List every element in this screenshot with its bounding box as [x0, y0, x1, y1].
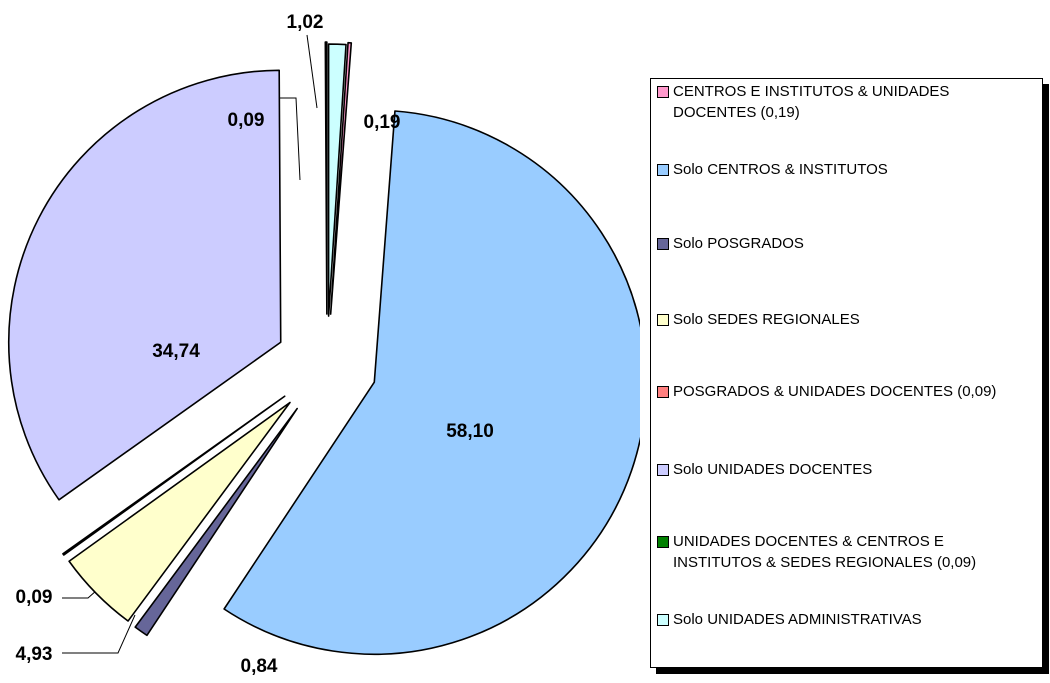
legend-label: UNIDADES DOCENTES & CENTROS E INSTITUTOS… — [673, 533, 977, 571]
legend-item: CENTROS E INSTITUTOS & UNIDADES DOCENTES… — [657, 81, 1036, 123]
leader-line — [62, 614, 136, 654]
legend-label: Solo UNIDADES DOCENTES — [673, 461, 873, 478]
pie-slice — [68, 401, 291, 622]
data-label: 0,09 — [16, 587, 53, 608]
leader-line — [306, 34, 318, 109]
pie-slice — [7, 69, 282, 501]
legend-swatch — [657, 536, 669, 548]
pie-slice — [62, 395, 286, 556]
pie-slice — [327, 43, 347, 317]
data-label: 0,09 — [228, 110, 265, 131]
data-labels: 1,02 0,19 58,10 0,84 4,93 0,09 34,74 0,09 — [16, 12, 494, 677]
legend-label: Solo UNIDADES ADMINISTRATIVAS — [673, 611, 922, 628]
pie-slice — [329, 41, 353, 315]
legend-swatch — [657, 614, 669, 626]
data-label: 0,19 — [364, 112, 401, 133]
pie-slice — [223, 110, 640, 655]
legend: CENTROS E INSTITUTOS & UNIDADES DOCENTES… — [650, 78, 1043, 668]
legend-item: Solo POSGRADOS — [657, 233, 1036, 254]
legend-swatch — [657, 164, 669, 176]
legend-item: Solo UNIDADES DOCENTES — [657, 459, 1036, 480]
pie-slices — [7, 41, 640, 655]
data-label: 0,84 — [241, 656, 278, 677]
pie-slice — [324, 41, 328, 315]
legend-item: Solo UNIDADES ADMINISTRATIVAS — [657, 609, 1036, 630]
data-label: 1,02 — [287, 12, 324, 33]
legend-label: Solo SEDES REGIONALES — [673, 311, 860, 328]
legend-item: Solo SEDES REGIONALES — [657, 309, 1036, 330]
legend-swatch — [657, 314, 669, 326]
legend-label: Solo POSGRADOS — [673, 235, 804, 252]
legend-item: Solo CENTROS & INSTITUTOS — [657, 159, 1036, 180]
legend-item: UNIDADES DOCENTES & CENTROS E INSTITUTOS… — [657, 531, 1036, 573]
data-label: 4,93 — [16, 644, 53, 665]
legend-swatch — [657, 86, 669, 98]
legend-label: CENTROS E INSTITUTOS & UNIDADES DOCENTES… — [673, 83, 950, 121]
legend-swatch — [657, 464, 669, 476]
legend-item: POSGRADOS & UNIDADES DOCENTES (0,09) — [657, 381, 1036, 402]
data-label: 58,10 — [446, 421, 494, 442]
pie-slice — [134, 407, 298, 637]
legend-swatch — [657, 386, 669, 398]
legend-label: Solo CENTROS & INSTITUTOS — [673, 161, 888, 178]
data-label: 34,74 — [152, 341, 200, 362]
legend-swatch — [657, 238, 669, 250]
pie-chart: 1,02 0,19 58,10 0,84 4,93 0,09 34,74 0,09 — [7, 12, 640, 677]
legend-label: POSGRADOS & UNIDADES DOCENTES (0,09) — [673, 383, 997, 400]
